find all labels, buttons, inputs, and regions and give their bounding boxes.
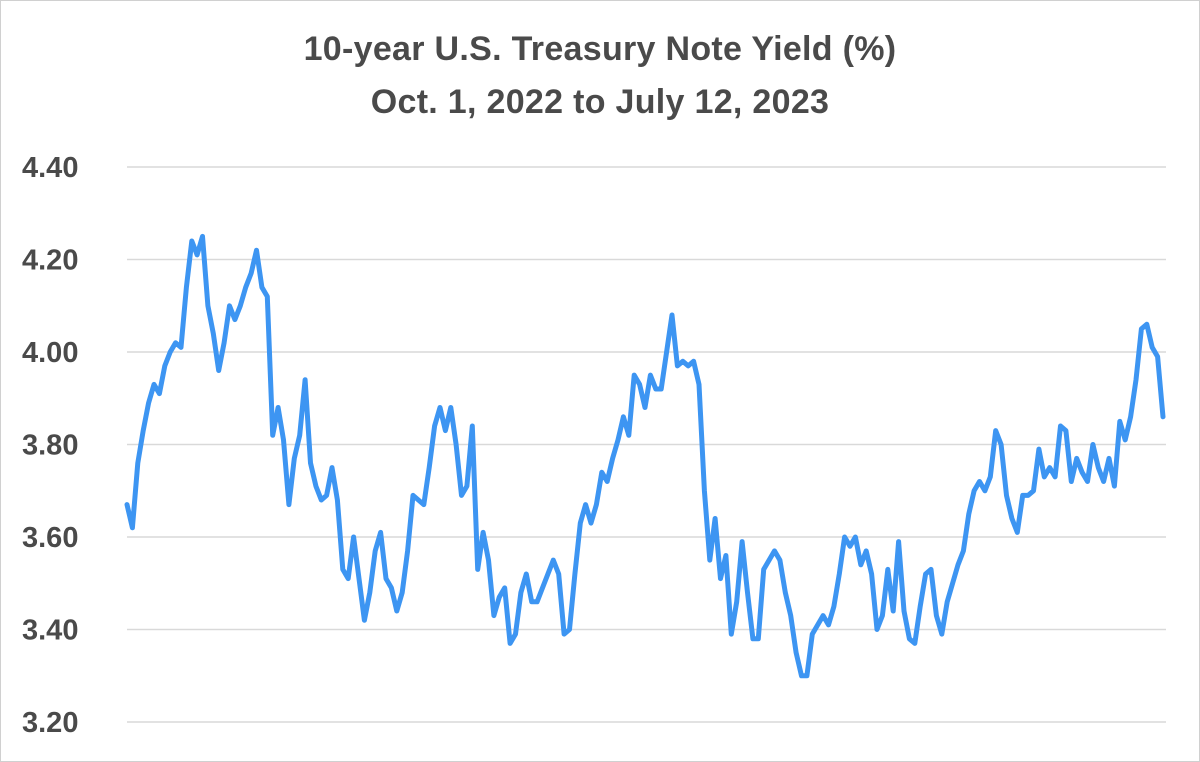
yield-series-line [124,233,1166,679]
y-tick-label: 3.40 [22,615,78,647]
y-tick-label: 4.20 [22,245,78,277]
y-axis-ticks: 4.40 4.20 4.00 3.80 3.60 3.40 3.20 [22,152,78,739]
y-tick-label: 4.00 [22,337,78,369]
y-tick-label: 3.60 [22,522,78,554]
y-tick-label: 3.20 [22,707,78,739]
series-layer [124,233,1166,679]
gridlines [127,166,1166,723]
chart-title: 10-year U.S. Treasury Note Yield (%) [303,30,897,68]
y-tick-label: 4.40 [22,152,78,184]
y-tick-label: 3.80 [22,430,78,462]
chart-subtitle: Oct. 1, 2022 to July 12, 2023 [370,83,830,121]
